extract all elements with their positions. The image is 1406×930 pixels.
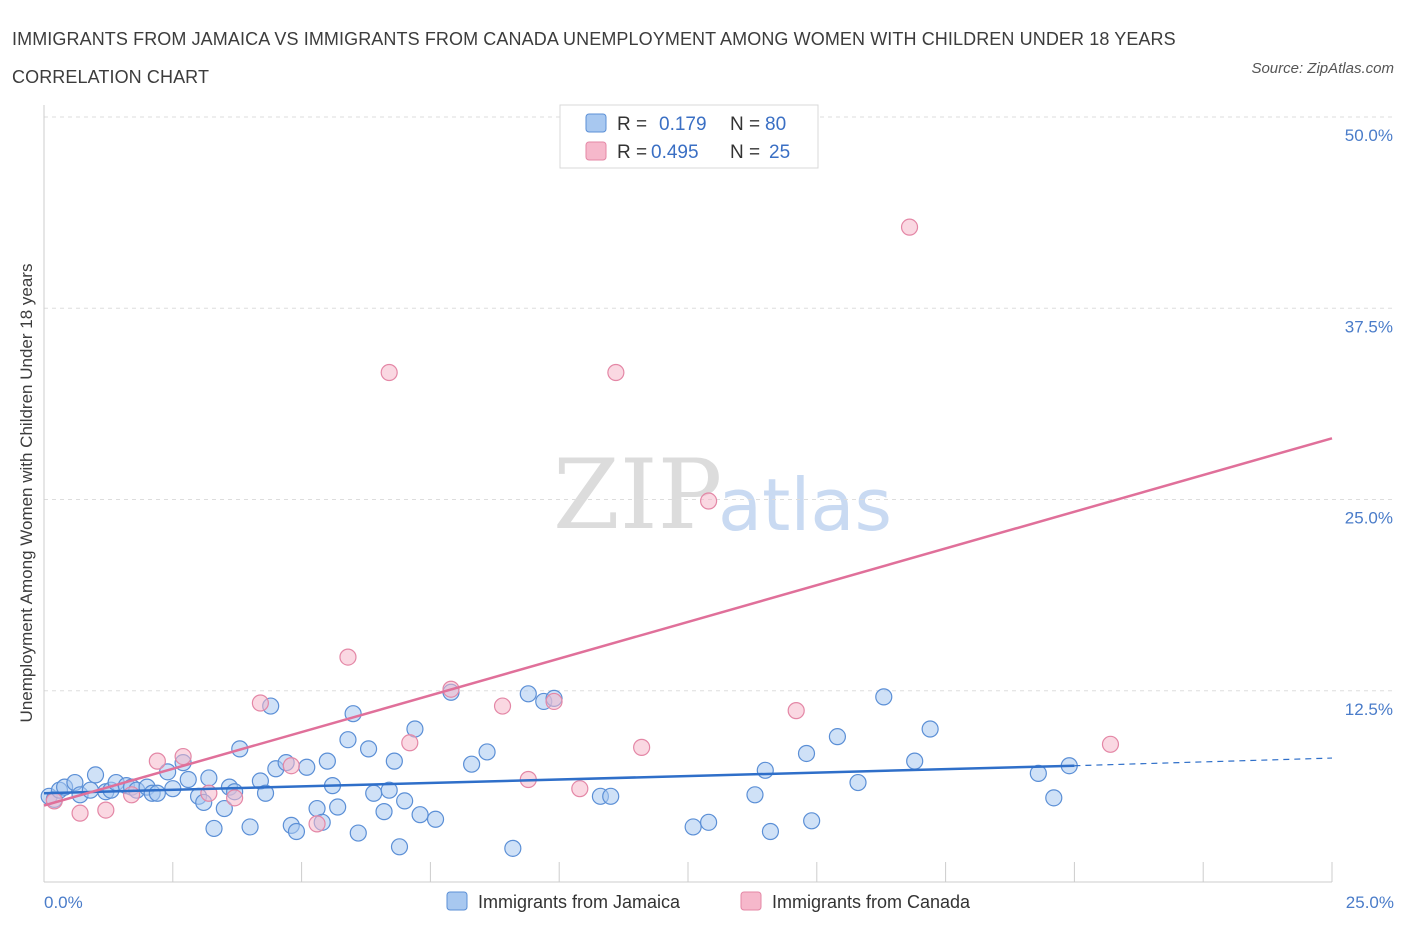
trend-lines xyxy=(43,437,1333,807)
bottom-legend-swatch-jamaica xyxy=(446,891,468,911)
canada-point-9 xyxy=(282,757,300,775)
legend-swatch-jamaica xyxy=(585,113,607,133)
legend-n-value-jamaica: 80 xyxy=(765,114,786,135)
canada-point-8 xyxy=(251,694,269,712)
jamaica-point-29 xyxy=(241,818,259,836)
jamaica-point-43 xyxy=(339,731,357,749)
jamaica-point-42 xyxy=(329,798,347,816)
jamaica-point-54 xyxy=(411,806,429,824)
canada-point-24 xyxy=(1101,735,1120,753)
y-tick-label-1: 25.0% xyxy=(1345,509,1393,528)
x-tick-label-min: 0.0% xyxy=(44,893,83,912)
jamaica-point-20 xyxy=(179,770,197,789)
jamaica-point-31 xyxy=(256,784,275,802)
jamaica-point-48 xyxy=(375,803,393,821)
legend-swatch-canada xyxy=(585,141,607,161)
y-tick-label-0: 12.5% xyxy=(1345,700,1393,719)
legend-r-label-canada: R = xyxy=(617,142,647,163)
jamaica-point-73 xyxy=(849,773,867,792)
jamaica-point-49 xyxy=(380,781,398,799)
jamaica-point-67 xyxy=(746,786,764,804)
jamaica-point-66 xyxy=(700,813,718,831)
canada-point-21 xyxy=(700,492,718,510)
canada-point-22 xyxy=(787,702,805,720)
y-axis-label: Unemployment Among Women with Children U… xyxy=(17,264,36,723)
canada-point-15 xyxy=(493,697,512,715)
jamaica-point-46 xyxy=(359,740,378,758)
trend-line-jamaica xyxy=(43,764,1075,795)
legend-r-value-jamaica: 0.179 xyxy=(659,114,707,135)
jamaica-point-50 xyxy=(385,752,403,770)
jamaica-point-76 xyxy=(921,720,939,738)
jamaica-point-64 xyxy=(602,787,620,805)
canada-point-4 xyxy=(148,752,166,770)
bottom-legend-label-jamaica: Immigrants from Jamaica xyxy=(478,892,681,912)
legend-r-label-jamaica: R = xyxy=(617,114,647,135)
canada-point-23 xyxy=(900,218,919,236)
series-canada-points xyxy=(45,218,1120,833)
chart-source: Source: ZipAtlas.com xyxy=(1251,60,1394,77)
jamaica-point-55 xyxy=(426,810,445,828)
jamaica-point-52 xyxy=(396,792,414,810)
canada-point-18 xyxy=(571,780,589,798)
jamaica-point-36 xyxy=(287,822,306,841)
canada-point-11 xyxy=(339,648,357,666)
jamaica-point-57 xyxy=(463,755,481,773)
jamaica-point-16 xyxy=(148,784,166,802)
legend-box: R = 0.179 N = 80 R = 0.495 N = 25 xyxy=(559,104,819,169)
jamaica-point-7 xyxy=(86,766,105,784)
jamaica-point-78 xyxy=(1045,789,1063,807)
x-tick-label-max: 25.0% xyxy=(1346,893,1394,912)
jamaica-point-75 xyxy=(906,752,924,770)
jamaica-point-23 xyxy=(200,769,218,787)
jamaica-point-37 xyxy=(298,758,316,776)
jamaica-point-24 xyxy=(205,819,223,838)
canada-point-12 xyxy=(380,363,398,382)
legend-n-label-canada: N = xyxy=(730,142,760,163)
y-tick-label-3: 50.0% xyxy=(1345,126,1393,145)
y-tick-labels: 12.5% 25.0% 37.5% 50.0% xyxy=(1345,126,1393,719)
canada-point-5 xyxy=(174,747,192,766)
jamaica-point-40 xyxy=(318,752,336,770)
canada-point-2 xyxy=(97,801,115,819)
canada-point-13 xyxy=(401,734,419,752)
canada-point-19 xyxy=(607,363,625,382)
jamaica-point-69 xyxy=(761,822,780,841)
jamaica-point-60 xyxy=(519,685,537,703)
jamaica-point-47 xyxy=(365,784,383,802)
jamaica-point-72 xyxy=(828,728,847,746)
canada-point-1 xyxy=(71,804,89,822)
jamaica-point-45 xyxy=(349,824,367,842)
jamaica-point-65 xyxy=(684,818,702,836)
bottom-legend: Immigrants from Jamaica Immigrants from … xyxy=(446,891,971,912)
canada-point-7 xyxy=(226,789,244,807)
bottom-legend-swatch-canada xyxy=(740,891,762,911)
canada-point-20 xyxy=(633,738,651,756)
jamaica-point-74 xyxy=(875,688,893,706)
trend-line-jamaica-extension xyxy=(1074,757,1333,767)
jamaica-point-51 xyxy=(390,838,409,856)
legend-n-label-jamaica: N = xyxy=(730,114,760,135)
jamaica-point-58 xyxy=(478,743,496,761)
jamaica-point-70 xyxy=(803,812,821,830)
grid xyxy=(44,116,1394,692)
legend-n-value-canada: 25 xyxy=(769,142,790,163)
jamaica-point-71 xyxy=(797,744,816,763)
jamaica-point-68 xyxy=(756,761,774,779)
jamaica-point-59 xyxy=(504,839,522,857)
trend-line-canada xyxy=(43,437,1333,807)
watermark-atlas: atlas xyxy=(718,463,892,547)
canada-point-10 xyxy=(308,815,326,833)
watermark-zip: ZIP xyxy=(553,439,722,551)
jamaica-point-77 xyxy=(1029,764,1047,782)
jamaica-point-25 xyxy=(215,799,233,818)
x-ticks xyxy=(172,862,1333,882)
chart-title: IMMIGRANTS FROM JAMAICA VS IMMIGRANTS FR… xyxy=(12,29,1176,87)
y-tick-label-2: 37.5% xyxy=(1345,317,1393,336)
canada-point-3 xyxy=(122,786,141,804)
bottom-legend-label-canada: Immigrants from Canada xyxy=(772,892,971,912)
canada-point-17 xyxy=(545,692,563,711)
legend-r-value-canada: 0.495 xyxy=(651,142,699,163)
